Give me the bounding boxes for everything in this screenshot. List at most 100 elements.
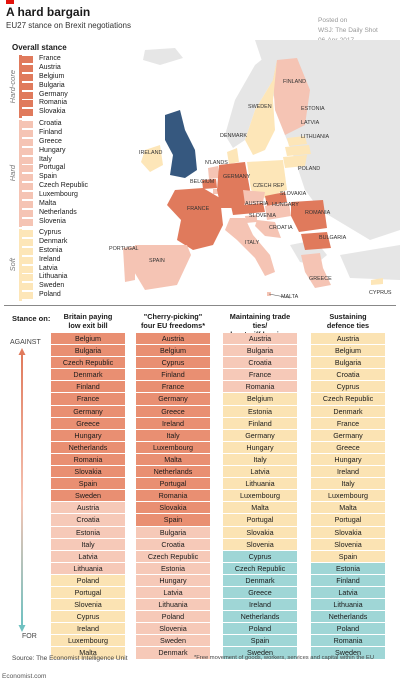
table-cell: Czech Republic xyxy=(51,357,125,370)
column-header-four-freedoms: "Cherry-picking" four EU freedoms* xyxy=(140,312,206,330)
table-cell: Slovakia xyxy=(223,526,297,539)
map-label: HUNGARY xyxy=(272,202,299,208)
table-cell: Poland xyxy=(223,623,297,636)
table-cell: Lithuania xyxy=(51,562,125,575)
map-label: BULGARIA xyxy=(319,235,347,241)
column-defence-ties: Austria Belgium Bulgaria Croatia Cyprus Czech… xyxy=(311,333,385,660)
table-cell: Malta xyxy=(223,502,297,515)
table-cell: Slovakia xyxy=(311,526,385,539)
table-cell: Cyprus xyxy=(51,611,125,624)
table-cell: Cyprus xyxy=(223,550,297,563)
map-estonia xyxy=(287,136,307,146)
legend-country: Sweden xyxy=(39,282,65,290)
legend-item: Czech Republic xyxy=(22,182,88,191)
map-bulgaria xyxy=(301,232,331,250)
legend-country: Greece xyxy=(39,137,62,145)
axis-against-label: AGAINST xyxy=(10,339,41,346)
stance-axis-arrow xyxy=(18,348,26,632)
legend-swatch xyxy=(22,73,33,81)
table-cell: Lithuania xyxy=(136,599,210,612)
legend-group-bar xyxy=(19,55,22,118)
legend-country: Italy xyxy=(39,155,52,163)
table-cell: Luxembourg xyxy=(51,635,125,648)
table-cell: Slovakia xyxy=(136,502,210,515)
legend-item: Slovakia xyxy=(22,108,68,117)
map-malta-pointer xyxy=(268,293,291,299)
map-labels: FINLAND SWEDEN ESTONIA LATVIA LITHUANIA DENMA… xyxy=(109,79,392,300)
table-cell: Luxembourg xyxy=(223,490,297,503)
map-ireland xyxy=(141,145,163,172)
legend-group-label: Hard xyxy=(7,165,17,182)
map-norway xyxy=(225,45,290,148)
table-cell: Hungary xyxy=(311,453,385,467)
map-label: BELGIUM xyxy=(190,179,215,185)
table-cell: Germany xyxy=(136,393,210,406)
table-cell: Czech Republic xyxy=(136,550,210,563)
legend-group-soft: Soft Cyprus Denmark Estonia Ireland Latvia Li… xyxy=(8,229,67,301)
legend-swatch xyxy=(22,265,33,273)
map-label: CZECH REP xyxy=(253,183,285,189)
legend-swatch xyxy=(22,209,33,217)
table-cell: France xyxy=(136,381,210,394)
map-label: CROATIA xyxy=(269,225,293,231)
table-cell: Slovenia xyxy=(136,623,210,636)
legend-swatch xyxy=(22,292,33,300)
legend-list: Croatia Finland Greece Hungary Italy Portugal… xyxy=(22,120,88,227)
legend-swatch xyxy=(22,156,33,164)
table-cell: Cyprus xyxy=(311,381,385,394)
table-cell: Belgium xyxy=(223,393,297,406)
map-slovenia xyxy=(245,215,257,223)
brand-bar xyxy=(6,0,14,4)
table-cell: Czech Republic xyxy=(311,393,385,406)
table-cell: Romania xyxy=(311,635,385,648)
legend-item: Bulgaria xyxy=(22,82,68,91)
legend-country: Bulgaria xyxy=(39,81,65,89)
table-cell: Latvia xyxy=(51,550,125,563)
table-cell: Poland xyxy=(311,623,385,636)
table-cell: Bulgaria xyxy=(223,345,297,358)
map-label: SWEDEN xyxy=(248,104,272,110)
legend-country: Cyprus xyxy=(39,229,62,236)
table-cell: Austria xyxy=(311,333,385,346)
map-label: CYPRUS xyxy=(369,290,392,296)
map-label: FRANCE xyxy=(187,206,210,212)
table-cell: Greece xyxy=(136,405,210,418)
legend-country: Hungary xyxy=(39,146,66,154)
legend-swatch xyxy=(22,120,33,128)
legend-item: France xyxy=(22,55,68,64)
table-cell: Hungary xyxy=(136,574,210,587)
map-france xyxy=(167,188,223,250)
legend-country: Slovenia xyxy=(39,217,66,225)
map-label: SLOVENIA xyxy=(249,213,276,219)
legend-swatch xyxy=(22,256,33,264)
legend-item: Italy xyxy=(22,156,88,165)
map-slovakia xyxy=(265,192,287,206)
column-four-freedoms: Austria Belgium Cyprus Finland France Germany… xyxy=(136,333,210,660)
credit-line: Posted on xyxy=(318,17,348,24)
table-cell: Estonia xyxy=(311,562,385,575)
legend-swatch xyxy=(22,147,33,155)
table-cell: Croatia xyxy=(136,538,210,551)
legend-group-bar xyxy=(19,120,22,227)
footnote: *Free movement of goods, workers, servic… xyxy=(194,655,375,661)
legend-swatch xyxy=(22,109,33,117)
legend-swatch xyxy=(22,229,33,237)
map-belgium xyxy=(202,179,217,189)
map-finland xyxy=(273,58,310,135)
table-cell: Belgium xyxy=(51,333,125,346)
map-croatia xyxy=(255,220,281,238)
table-cell: Estonia xyxy=(51,526,125,539)
map-label: FINLAND xyxy=(283,79,306,85)
legend-item: Cyprus xyxy=(22,229,67,238)
table-cell: Denmark xyxy=(311,405,385,418)
legend-item: Malta xyxy=(22,200,88,209)
map-label: LATVIA xyxy=(301,120,320,126)
table-cell: Spain xyxy=(51,478,125,491)
site-name: Economist.com xyxy=(2,673,47,680)
table-cell: Malta xyxy=(51,647,125,660)
table-cell: Portugal xyxy=(51,586,125,600)
legend-item: Poland xyxy=(22,291,67,300)
table-cell: Poland xyxy=(136,611,210,624)
table-cell: Slovenia xyxy=(311,538,385,551)
table-cell: Finland xyxy=(136,369,210,382)
